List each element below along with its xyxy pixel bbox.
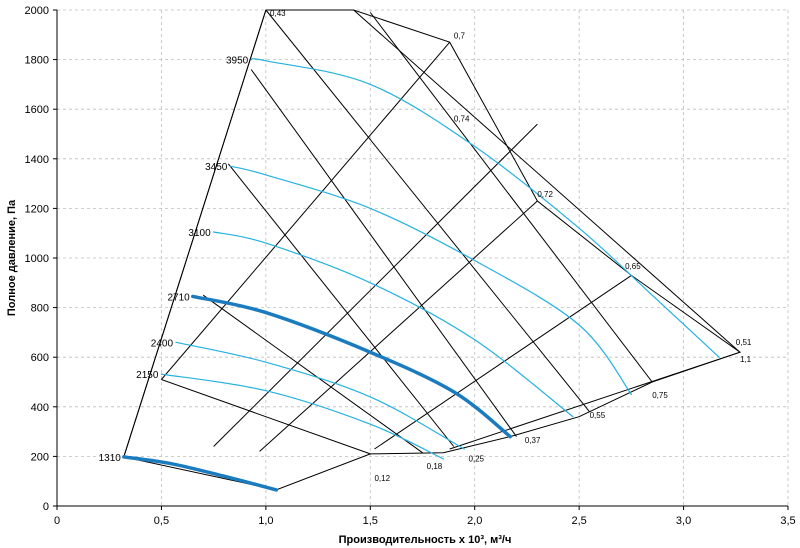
speed-curve (191, 294, 512, 439)
efficiency-line (259, 200, 538, 452)
speed-curve-label: 1310 (99, 453, 122, 464)
axes: 0 0,5 1,0 1,5 2,0 2,5 3,0 3,5 0 200 400 600 800 1000 1… (25, 5, 796, 527)
line-annotation: 0,65 (625, 262, 641, 271)
y-tick-label: 800 (31, 303, 49, 315)
y-tick-label: 1800 (25, 55, 49, 67)
x-tick-label: 2,0 (467, 515, 482, 527)
line-annotation: 0,18 (427, 462, 443, 471)
speed-curve-label: 3100 (188, 228, 211, 239)
speed-curves (122, 58, 720, 492)
line-annotation: 0,72 (537, 190, 553, 199)
y-axis-title: Полное давление, Па (6, 199, 18, 316)
x-tick-label: 3,0 (676, 515, 691, 527)
x-tick-label: 3,5 (780, 515, 795, 527)
line-annotation: 0,37 (525, 436, 541, 445)
speed-curve-label: 3950 (226, 56, 249, 67)
power-line (265, 9, 590, 413)
y-tick-label: 1200 (25, 203, 49, 215)
y-tick-label: 1600 (25, 104, 49, 116)
speed-curve-label: 3450 (205, 162, 228, 173)
operating-envelope (123, 9, 742, 491)
speed-curve (229, 165, 632, 395)
line-annotation: 0,75 (652, 391, 668, 400)
power-line (353, 9, 741, 353)
speed-curve-label: 2710 (168, 292, 191, 303)
y-tick-label: 0 (43, 501, 49, 513)
line-annotation: 0,51 (736, 338, 752, 347)
efficiency-line (374, 274, 632, 450)
speed-curve-label: 2150 (136, 370, 159, 381)
x-axis-title: Производительность х 10³, м³/ч (339, 534, 512, 546)
speed-curve-label: 2400 (151, 338, 174, 349)
x-tick-label: 0,5 (154, 515, 169, 527)
line-annotation: 1,1 (740, 355, 752, 364)
x-tick-label: 2,5 (571, 515, 586, 527)
power-line (161, 379, 371, 455)
speed-curve (213, 231, 574, 418)
speed-curve (250, 58, 720, 358)
power-line (227, 163, 455, 447)
line-annotation: 0,12 (374, 474, 390, 483)
line-annotation: 0,25 (468, 454, 484, 463)
line-annotation: 0,43 (270, 9, 286, 18)
line-annotation: 0,74 (454, 115, 470, 124)
x-tick-label: 1,5 (363, 515, 378, 527)
line-annotation: 0,55 (590, 411, 606, 420)
x-tick-label: 1,0 (258, 515, 273, 527)
power-line (369, 12, 653, 383)
y-tick-label: 1000 (25, 253, 49, 265)
x-tick-label: 0 (54, 515, 60, 527)
y-tick-label: 1400 (25, 154, 49, 166)
grid (56, 9, 789, 507)
labels: 1310 2150 2400 2710 3100 3450 3950 0,43 0,7 0,74 0… (99, 9, 752, 483)
speed-curve (122, 455, 279, 492)
line-annotation: 0,7 (454, 32, 466, 41)
power-line (250, 69, 517, 437)
y-tick-label: 2000 (25, 5, 49, 17)
speed-curve (160, 373, 444, 460)
y-tick-label: 400 (31, 402, 49, 414)
efficiency-line (161, 41, 451, 380)
black-lines (123, 9, 742, 491)
power-line (202, 294, 423, 454)
efficiency-line (123, 9, 267, 458)
speed-curve (175, 341, 465, 450)
y-tick-label: 200 (31, 451, 49, 463)
efficiency-line (449, 351, 741, 450)
y-tick-label: 600 (31, 352, 49, 364)
